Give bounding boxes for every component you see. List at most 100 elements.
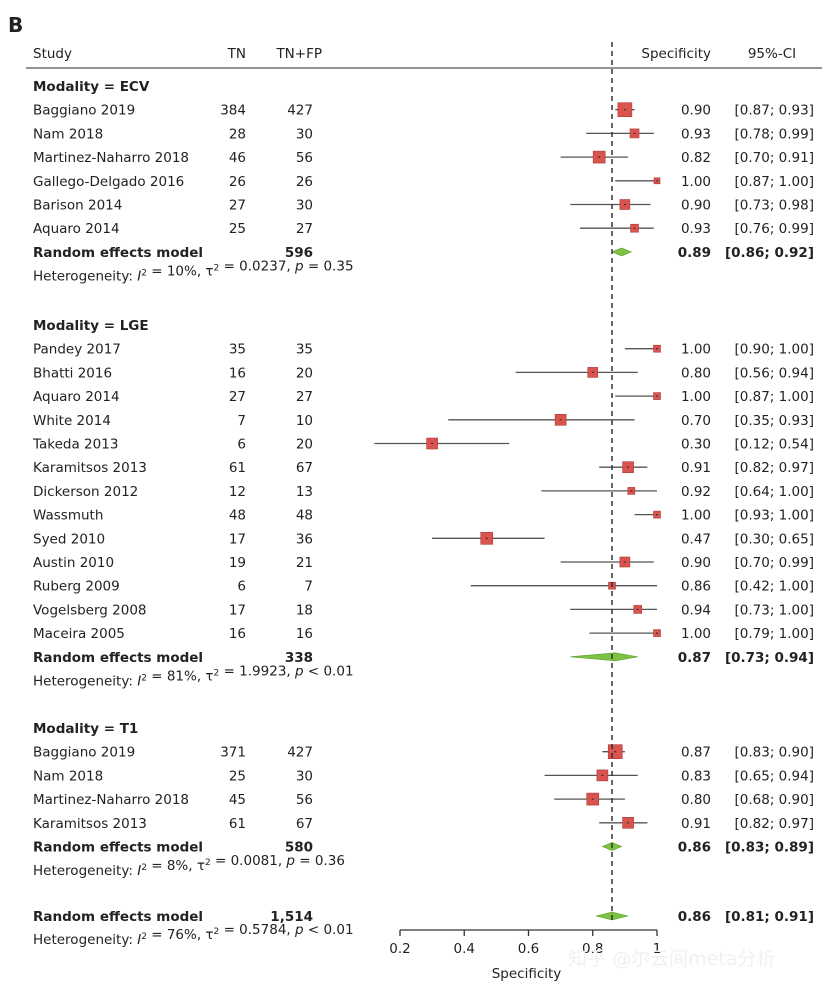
study-ci: [0.87; 1.00]: [735, 389, 815, 405]
study-specificity: 0.93: [681, 126, 711, 142]
pooled-ci: [0.83; 0.89]: [725, 840, 814, 856]
overall-label: Random effects model: [33, 909, 203, 925]
group-title: Modality = ECV: [33, 79, 150, 95]
study-total: 27: [296, 389, 313, 405]
study-specificity: 0.91: [681, 460, 711, 476]
study-ci: [0.12; 0.54]: [735, 437, 815, 453]
panel-letter: B: [8, 13, 23, 37]
study-specificity: 0.80: [681, 792, 711, 808]
study-total: 13: [296, 484, 313, 500]
study-name: Barison 2014: [33, 198, 122, 214]
study-ci: [0.70; 0.99]: [735, 555, 815, 571]
study-tn: 61: [229, 460, 246, 476]
study-specificity: 1.00: [681, 389, 711, 405]
study-tn: 27: [229, 198, 246, 214]
study-tn: 371: [220, 745, 246, 761]
study-ci: [0.35; 0.93]: [735, 413, 815, 429]
study-specificity: 0.47: [681, 531, 711, 547]
study-ci: [0.93; 1.00]: [735, 508, 815, 524]
study-specificity: 0.90: [681, 103, 711, 119]
study-tn: 25: [229, 221, 246, 237]
study-name: Baggiano 2019: [33, 745, 135, 761]
header-ci: 95%-CI: [748, 46, 796, 62]
study-specificity: 1.00: [681, 342, 711, 358]
study-tn: 6: [237, 437, 246, 453]
study-ci: [0.87; 0.93]: [735, 103, 815, 119]
study-total: 30: [296, 198, 313, 214]
study-tn: 28: [229, 126, 246, 142]
pooled-total: 580: [285, 840, 313, 856]
study-total: 67: [296, 460, 313, 476]
study-tn: 26: [229, 174, 246, 190]
study-total: 67: [296, 816, 313, 832]
study-name: Ruberg 2009: [33, 579, 120, 595]
study-name: White 2014: [33, 413, 111, 429]
group-heterogeneity: Heterogeneity: I2 = 10%, τ2 = 0.0237, p …: [33, 259, 354, 285]
header-specificity: Specificity: [641, 46, 711, 62]
study-ci: [0.42; 1.00]: [735, 579, 815, 595]
watermark: 知乎 @尔云间meta分析: [568, 948, 775, 970]
study-total: 21: [296, 555, 313, 571]
study-ci: [0.90; 1.00]: [735, 342, 815, 358]
study-total: 26: [296, 174, 313, 190]
study-tn: 46: [229, 150, 246, 166]
overall-specificity: 0.86: [678, 909, 711, 925]
study-name: Aquaro 2014: [33, 389, 120, 405]
x-axis-label: Specificity: [492, 966, 562, 982]
study-total: 56: [296, 150, 313, 166]
study-name: Aquaro 2014: [33, 221, 120, 237]
study-ci: [0.64; 1.00]: [735, 484, 815, 500]
study-tn: 48: [229, 508, 246, 524]
study-ci: [0.79; 1.00]: [735, 626, 815, 642]
study-ci: [0.68; 0.90]: [735, 792, 815, 808]
study-tn: 17: [229, 531, 246, 547]
study-name: Takeda 2013: [32, 437, 118, 453]
study-tn: 19: [229, 555, 246, 571]
x-tick-label: 0.6: [518, 941, 539, 957]
study-total: 27: [296, 221, 313, 237]
study-name: Gallego-Delgado 2016: [33, 174, 184, 190]
x-tick-label: 1: [653, 941, 662, 957]
plot-layer: Modality = ECV Baggiano 2019 384 427 0.90 [0.…: [32, 42, 814, 982]
study-ci: [0.56; 0.94]: [735, 365, 815, 381]
x-tick-label: 0.4: [454, 941, 475, 957]
study-specificity: 0.70: [681, 413, 711, 429]
study-ci: [0.73; 0.98]: [735, 198, 815, 214]
study-specificity: 0.93: [681, 221, 711, 237]
study-ci: [0.82; 0.97]: [735, 816, 815, 832]
study-specificity: 1.00: [681, 174, 711, 190]
study-tn: 17: [229, 602, 246, 618]
study-tn: 16: [229, 626, 246, 642]
study-name: Nam 2018: [33, 768, 103, 784]
study-total: 10: [296, 413, 313, 429]
study-total: 7: [304, 579, 313, 595]
group-heterogeneity: Heterogeneity: I2 = 81%, τ2 = 1.9923, p …: [33, 664, 354, 690]
study-total: 36: [296, 531, 313, 547]
study-tn: 16: [229, 365, 246, 381]
study-total: 20: [296, 437, 313, 453]
study-specificity: 0.82: [681, 150, 711, 166]
pooled-ci: [0.86; 0.92]: [725, 245, 814, 261]
study-total: 18: [296, 602, 313, 618]
study-total: 35: [296, 342, 313, 358]
study-tn: 6: [237, 579, 246, 595]
study-specificity: 0.92: [681, 484, 711, 500]
group-title: Modality = LGE: [33, 318, 149, 334]
study-ci: [0.78; 0.99]: [735, 126, 815, 142]
study-name: Karamitsos 2013: [33, 460, 147, 476]
header-tn: TN: [227, 46, 246, 62]
study-total: 48: [296, 508, 313, 524]
overall-ci: [0.81; 0.91]: [725, 909, 814, 925]
study-total: 16: [296, 626, 313, 642]
study-ci: [0.82; 0.97]: [735, 460, 815, 476]
study-name: Austin 2010: [33, 555, 114, 571]
study-name: Vogelsberg 2008: [33, 602, 147, 618]
x-tick-label: 0.8: [582, 941, 603, 957]
study-ci: [0.70; 0.91]: [735, 150, 815, 166]
pooled-total: 596: [285, 245, 313, 261]
pooled-label: Random effects model: [33, 650, 203, 666]
study-specificity: 0.83: [681, 768, 711, 784]
study-name: Wassmuth: [33, 508, 103, 524]
study-total: 30: [296, 768, 313, 784]
study-tn: 25: [229, 768, 246, 784]
